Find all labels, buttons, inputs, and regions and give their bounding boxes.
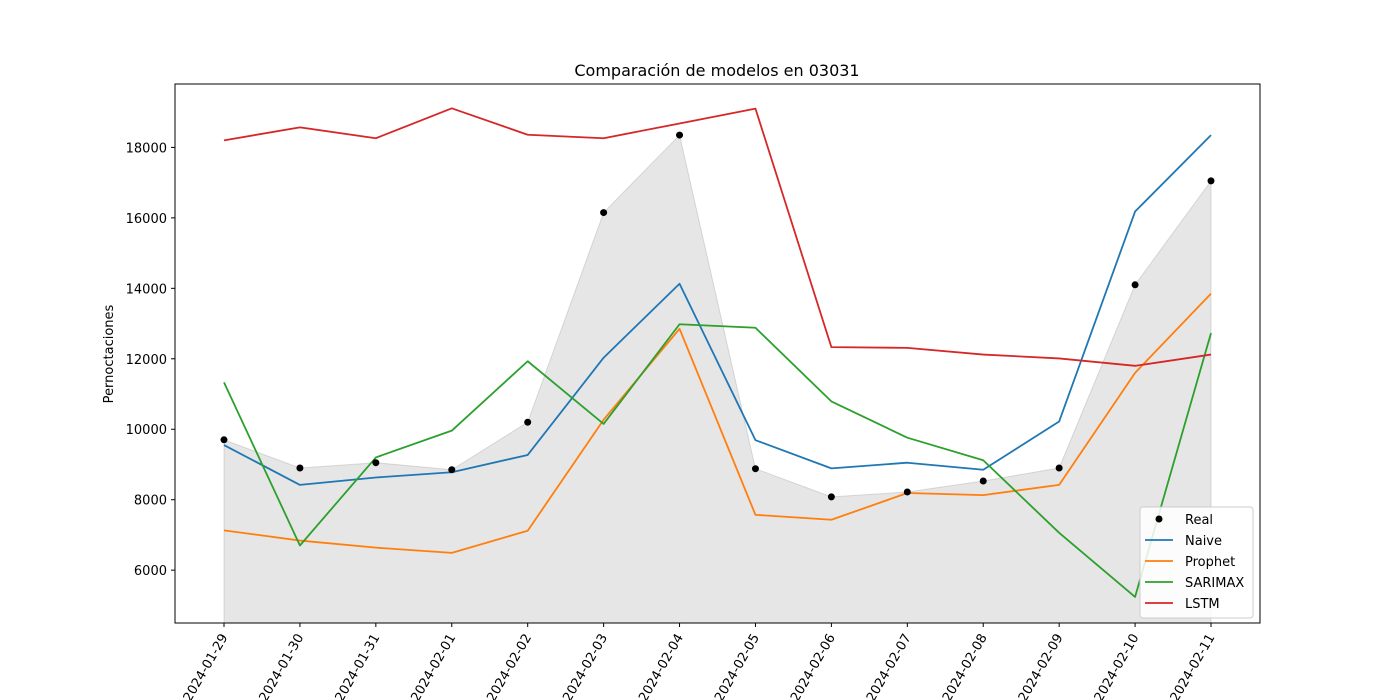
real-point	[600, 209, 608, 217]
legend-box	[1139, 506, 1254, 619]
legend-marker-real	[1155, 515, 1163, 523]
real-point	[751, 465, 759, 473]
real-point	[903, 488, 911, 496]
real-point	[1207, 177, 1215, 185]
real-point	[827, 493, 835, 501]
real-point	[979, 477, 987, 485]
legend-label-real: Real	[1185, 513, 1213, 528]
legend-label-lstm: LSTM	[1185, 597, 1220, 612]
real-point	[372, 459, 380, 467]
real-point	[1131, 281, 1139, 289]
y-axis-label: Pernoctaciones	[102, 304, 117, 403]
series-line-sarimax	[223, 323, 1212, 598]
y-tick-label: 12000	[126, 353, 167, 368]
y-tick-label: 18000	[126, 141, 167, 156]
real-point	[448, 466, 456, 474]
series-line-lstm	[223, 107, 1212, 367]
real-point	[1055, 464, 1063, 472]
real-point	[676, 131, 684, 139]
real-point	[524, 418, 532, 426]
y-tick-label: 10000	[126, 423, 167, 438]
chart-title: Comparación de modelos en 03031	[574, 61, 859, 80]
series-line-naive	[223, 134, 1212, 486]
real-point	[220, 436, 228, 444]
legend: Real Naive Prophet SARIMAX LSTM	[1139, 506, 1254, 619]
legend-label-naive: Naive	[1185, 534, 1222, 549]
series-line-prophet	[223, 292, 1212, 554]
axes-frame	[174, 83, 1261, 624]
y-tick-label: 8000	[134, 494, 167, 509]
y-tick-label: 6000	[134, 564, 167, 579]
y-tick-label: 14000	[126, 282, 167, 297]
legend-label-sarimax: SARIMAX	[1185, 576, 1244, 591]
y-tick-label: 16000	[126, 212, 167, 227]
real-point	[296, 464, 304, 472]
legend-label-prophet: Prophet	[1185, 555, 1235, 570]
